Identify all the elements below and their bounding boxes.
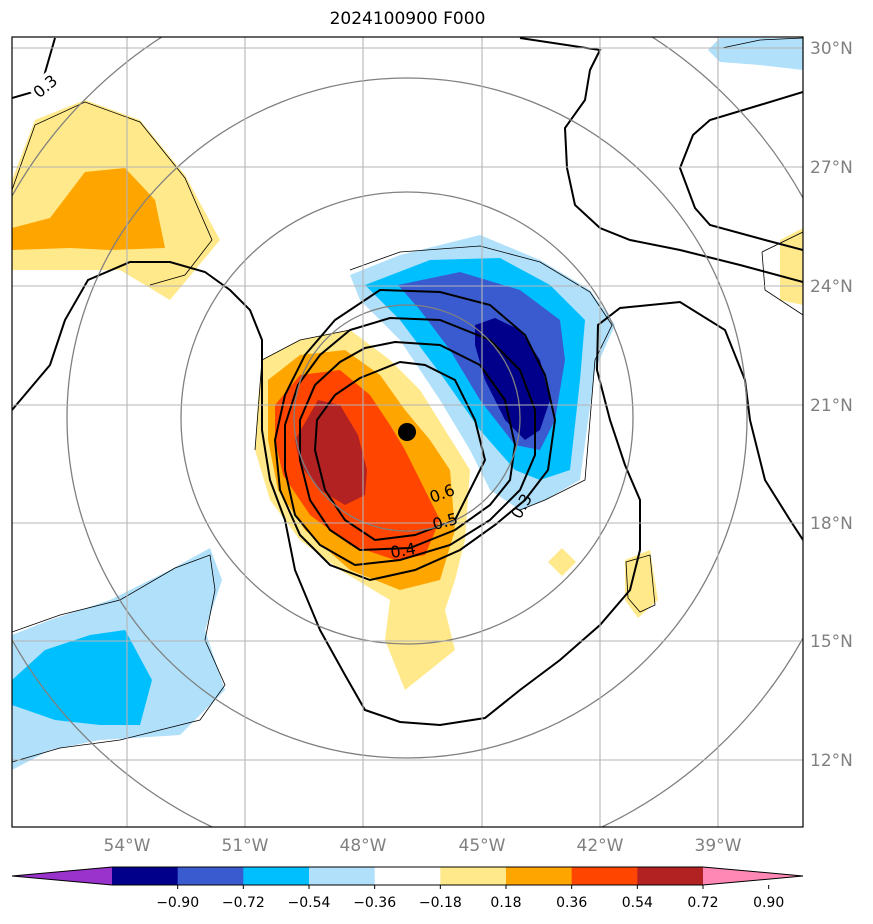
range-rings	[12, 37, 803, 827]
graticule	[12, 37, 803, 827]
colorbar-segment	[243, 867, 310, 885]
colorbar-segment	[374, 867, 441, 885]
lon-label: 39°W	[695, 836, 742, 856]
colorbar-segment	[506, 867, 573, 885]
colorbar-extend-min	[12, 867, 112, 885]
colorbar-segment	[440, 867, 507, 885]
lat-label: 15°N	[810, 632, 853, 652]
longitude-labels: 54°W 51°W 48°W 45°W 42°W 39°W	[104, 836, 742, 856]
colorbar-label: 0.72	[687, 895, 718, 911]
colorbar-segment	[637, 867, 704, 885]
colorbar	[11, 866, 804, 886]
colorbar-segment	[309, 867, 376, 885]
lat-label: 30°N	[810, 39, 853, 59]
colorbar-label: −0.90	[156, 895, 199, 911]
colorbar-label: 0.36	[556, 895, 587, 911]
colorbar-label: −0.36	[353, 895, 396, 911]
lon-label: 54°W	[104, 836, 151, 856]
colorbar-segment	[112, 867, 179, 885]
colorbar-label: 0.54	[622, 895, 653, 911]
colorbar-label: 0.90	[753, 895, 784, 911]
colorbar-label: 0.18	[490, 895, 521, 911]
thick-contours	[12, 37, 803, 727]
map-area: 0.3 0.6 0.5 0.4 0.3	[12, 37, 803, 827]
colorbar-label: −0.54	[288, 895, 331, 911]
lat-label: 18°N	[810, 514, 853, 534]
lon-label: 45°W	[459, 836, 506, 856]
contour-label: 0.4	[389, 539, 417, 562]
colorbar-label: −0.18	[419, 895, 462, 911]
colorbar-labels: −0.90 −0.72 −0.54 −0.36 −0.18 0.18 0.36 0.54 0.7…	[156, 885, 784, 911]
lat-label: 27°N	[810, 158, 853, 178]
lon-label: 51°W	[222, 836, 269, 856]
colorbar-outline	[11, 866, 804, 886]
map-frame	[11, 36, 804, 828]
lon-label: 48°W	[340, 836, 387, 856]
colorbar-segment	[571, 867, 638, 885]
storm-center-icon	[398, 423, 416, 441]
colorbar-extend-max	[703, 867, 803, 885]
contour-label: 0.3	[29, 71, 61, 102]
colorbar-segment	[177, 867, 244, 885]
colorbar-label: −0.72	[222, 895, 265, 911]
latitude-labels: 30°N 27°N 24°N 21°N 18°N 15°N 12°N	[810, 39, 853, 771]
lat-label: 24°N	[810, 277, 853, 297]
lat-label: 21°N	[810, 396, 853, 416]
lon-label: 42°W	[577, 836, 624, 856]
map-title: 2024100900 F000	[329, 9, 486, 29]
lat-label: 12°N	[810, 751, 853, 771]
